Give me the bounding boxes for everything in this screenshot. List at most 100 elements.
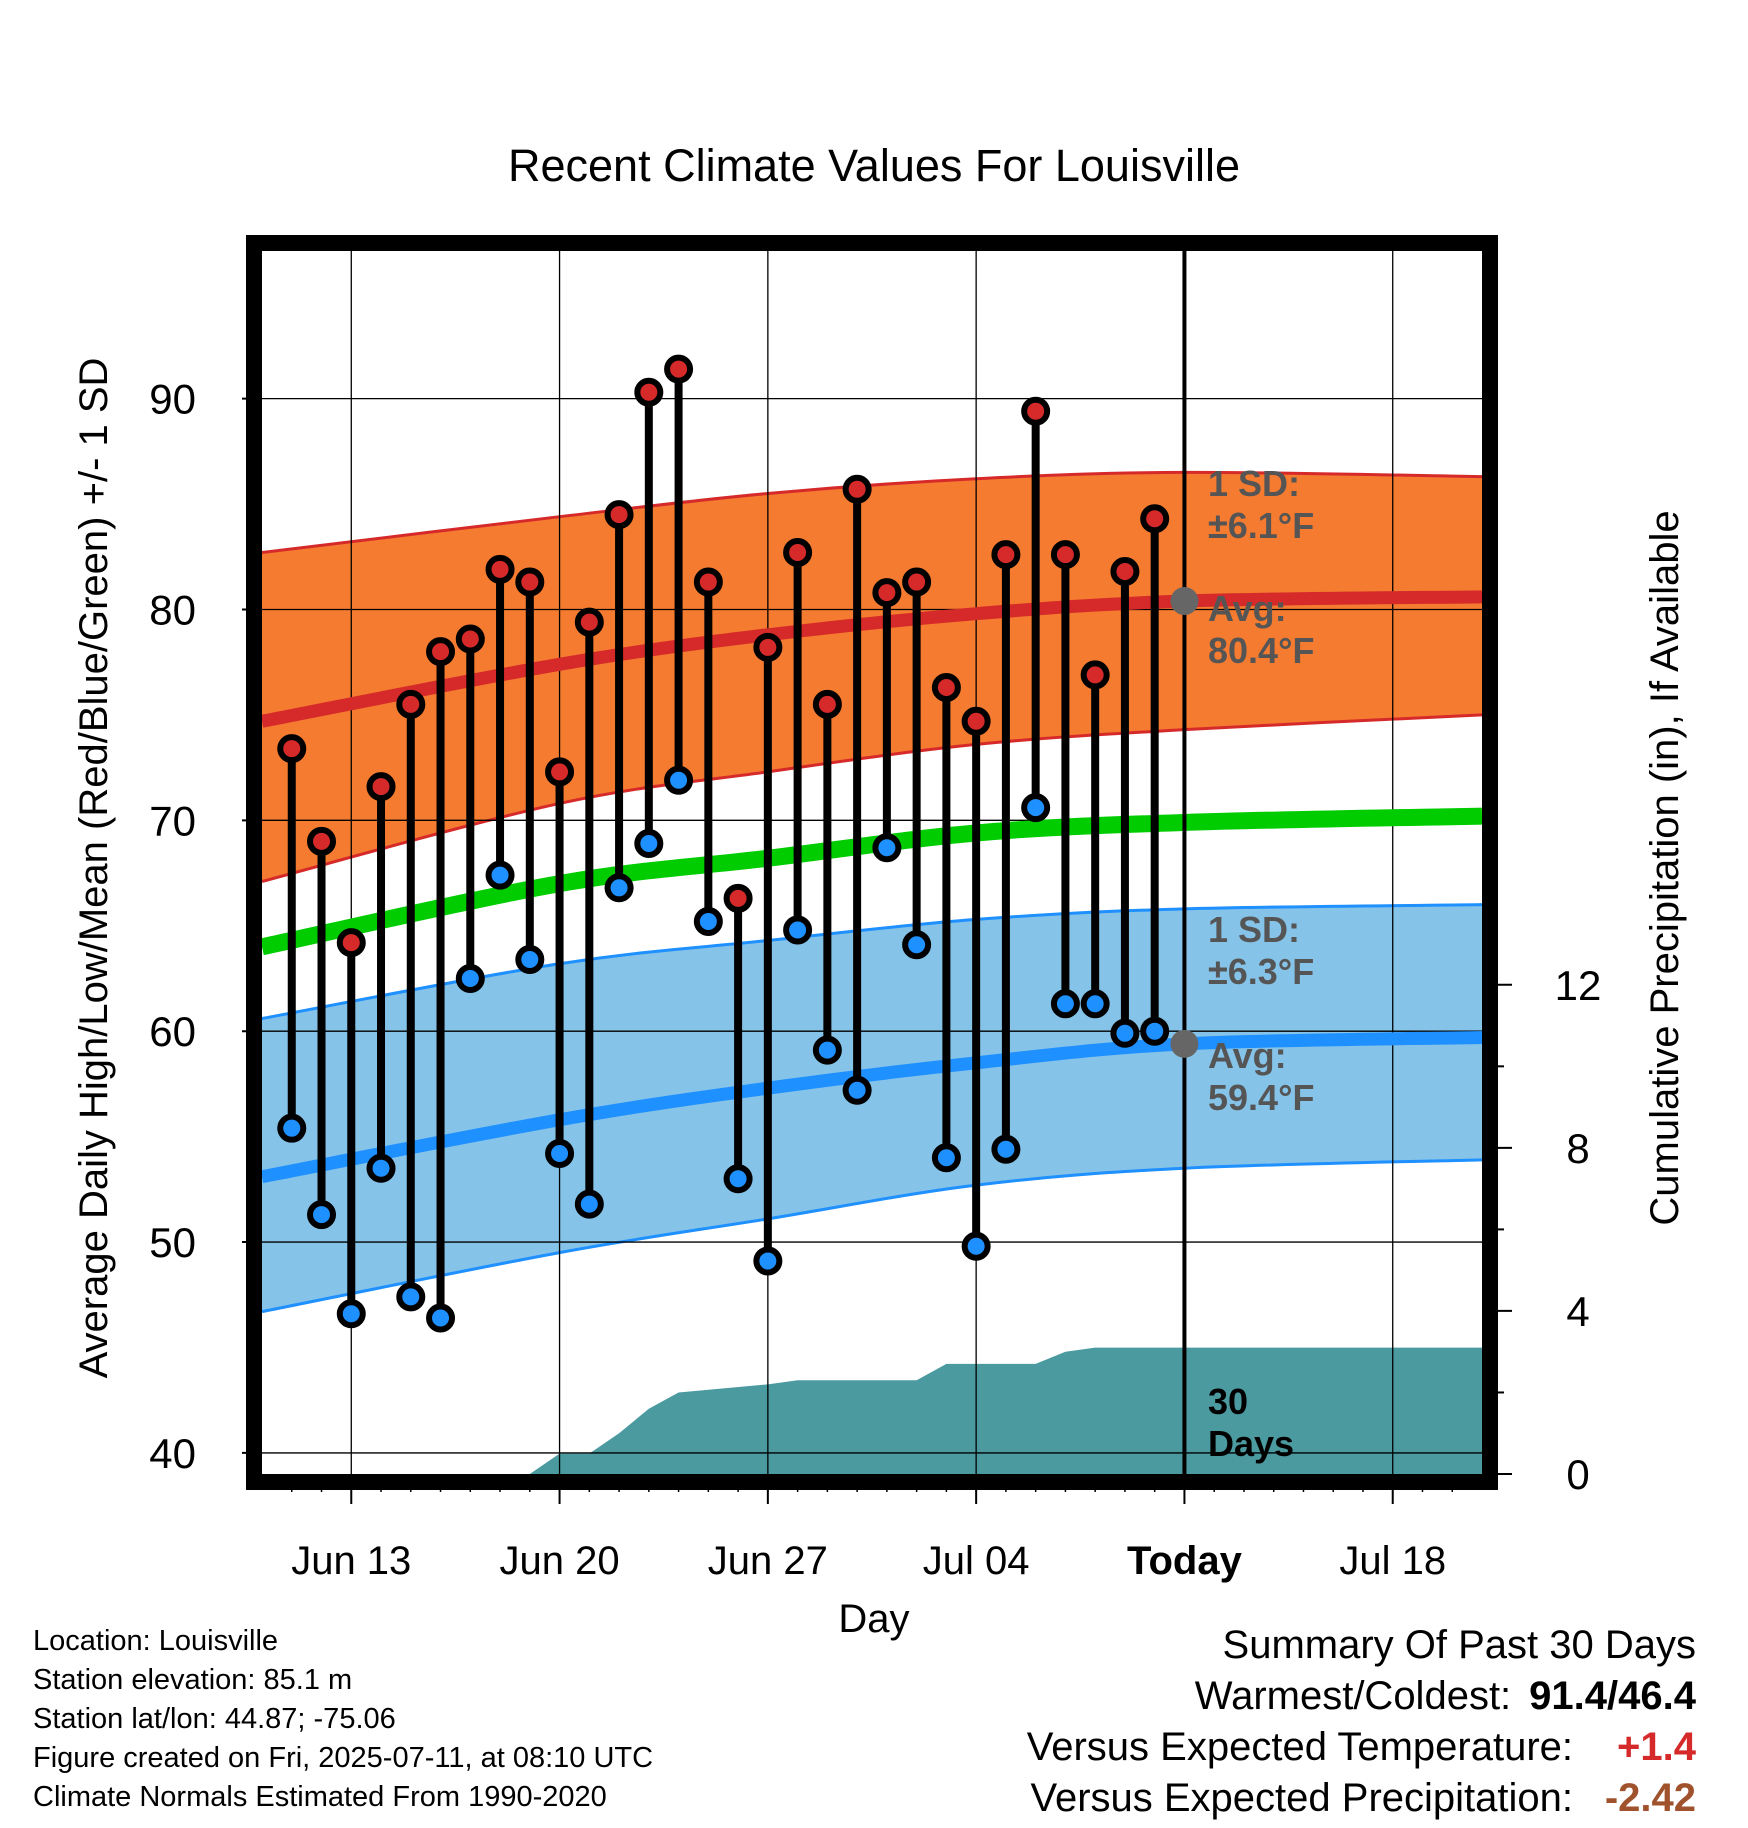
daily-high-point (872, 578, 902, 608)
daily-low-point (396, 1282, 426, 1312)
info-created: Figure created on Fri, 2025-07-11, at 08… (33, 1742, 654, 1774)
daily-high-point (693, 567, 723, 597)
y2-tick-label: 4 (1566, 1288, 1589, 1335)
info-latlon: Station lat/lon: 44.87; -75.06 (33, 1703, 396, 1735)
daily-low-point (872, 833, 902, 863)
x-tick-label: Jul 18 (1339, 1539, 1446, 1583)
low-sd-value: ±6.3°F (1208, 951, 1314, 992)
daily-high-point (277, 734, 307, 764)
grid-lines (262, 251, 1482, 1474)
plot-border (246, 235, 1498, 1490)
precip-value: -2.42 (1604, 1776, 1696, 1820)
daily-high-point (991, 540, 1021, 570)
daily-low-point (664, 765, 694, 795)
y2-tick-label: 8 (1566, 1125, 1589, 1172)
y2-axis-label: Cumulative Precipitation (in), If Availa… (1643, 510, 1687, 1225)
daily-low-point (812, 1035, 842, 1065)
y-axis-label: Average Daily High/Low/Mean (Red/Blue/Gr… (72, 358, 116, 1379)
high-avg-value: 80.4°F (1208, 630, 1314, 671)
daily-high-point (366, 772, 396, 802)
x-tick-label: Jun 20 (500, 1539, 620, 1583)
temp-label: Versus Expected Temperature: (1026, 1725, 1573, 1769)
daily-low-point (1110, 1018, 1140, 1048)
daily-low-point (991, 1134, 1021, 1164)
plot-frame (246, 235, 1498, 1490)
daily-low-point (366, 1153, 396, 1183)
daily-low-point (307, 1200, 337, 1230)
summary-heading: Summary Of Past 30 Days (1222, 1623, 1696, 1667)
daily-low-point (574, 1189, 604, 1219)
daily-low-point (485, 860, 515, 890)
daily-high-point (902, 567, 932, 597)
daily-high-point (783, 538, 813, 568)
daily-high-point (396, 689, 426, 719)
daily-high-point (1021, 396, 1051, 426)
daily-points (277, 354, 1199, 1333)
daily-high-point (723, 883, 753, 913)
daily-low-point (277, 1113, 307, 1143)
y-tick-label: 70 (149, 797, 196, 844)
high-sd-label: 1 SD: (1208, 463, 1300, 504)
x-tick-label: Jul 04 (923, 1539, 1030, 1583)
low-sd-label: 1 SD: (1208, 909, 1300, 950)
warm-cold-label: Warmest/Coldest: (1194, 1674, 1512, 1718)
today-high-normal-marker (1170, 587, 1199, 616)
daily-high-point (1140, 504, 1170, 534)
daily-high-point (634, 377, 664, 407)
daily-high-point (812, 689, 842, 719)
period-unit: Days (1208, 1423, 1294, 1464)
daily-low-point (336, 1299, 366, 1329)
warm-cold-value: 91.4/46.4 (1529, 1674, 1696, 1718)
high-sd-value: ±6.1°F (1208, 505, 1314, 546)
daily-low-point (902, 930, 932, 960)
daily-high-point (455, 624, 485, 654)
daily-high-point (664, 354, 694, 384)
low-lower-edge (262, 1158, 1482, 1314)
daily-low-point (723, 1164, 753, 1194)
info-elevation: Station elevation: 85.1 m (33, 1664, 353, 1696)
daily-high-point (515, 567, 545, 597)
low-avg-value: 59.4°F (1208, 1077, 1314, 1118)
mean-normal-line (262, 807, 1482, 956)
daily-low-point (455, 963, 485, 993)
daily-low-point (1050, 989, 1080, 1019)
daily-range-bars (287, 369, 1159, 1318)
low-sd-band (262, 904, 1482, 1312)
daily-low-point (842, 1075, 872, 1105)
x-axis-label: Day (838, 1597, 909, 1641)
info-normals: Climate Normals Estimated From 1990-2020 (33, 1781, 607, 1813)
chart-title: Recent Climate Values For Louisville (508, 140, 1240, 191)
precip-label: Versus Expected Precipitation: (1030, 1776, 1573, 1820)
daily-high-point (961, 706, 991, 736)
daily-high-point (574, 607, 604, 637)
y-tick-label: 60 (149, 1008, 196, 1055)
info-location: Location: Louisville (33, 1625, 279, 1657)
daily-low-point (1080, 989, 1110, 1019)
daily-high-point (1110, 557, 1140, 587)
low-avg-label: Avg: (1208, 1035, 1287, 1076)
summary-warm-cold: Warmest/Coldest: 91.4/46.4 (1027, 1671, 1696, 1722)
period-number: 30 (1208, 1381, 1248, 1422)
summary-temp: Versus Expected Temperature: +1.4 (1027, 1722, 1696, 1773)
high-upper-edge (262, 470, 1482, 555)
daily-high-point (426, 637, 456, 667)
daily-low-point (783, 915, 813, 945)
summary-panel: Summary Of Past 30 Days Warmest/Coldest:… (1027, 1620, 1696, 1824)
y-tick-label: 90 (149, 376, 196, 423)
y-tick-label: 40 (149, 1430, 196, 1477)
daily-low-point (1021, 793, 1051, 823)
y2-tick-label: 12 (1555, 962, 1602, 1009)
low-upper-edge (262, 903, 1482, 1021)
y-tick-label: 50 (149, 1219, 196, 1266)
daily-low-point (426, 1303, 456, 1333)
daily-low-point (931, 1143, 961, 1173)
daily-high-point (842, 474, 872, 504)
daily-low-point (604, 873, 634, 903)
x-tick-label: Jun 27 (708, 1539, 828, 1583)
high-avg-label: Avg: (1208, 588, 1287, 629)
daily-high-point (485, 554, 515, 584)
daily-high-point (1080, 660, 1110, 690)
